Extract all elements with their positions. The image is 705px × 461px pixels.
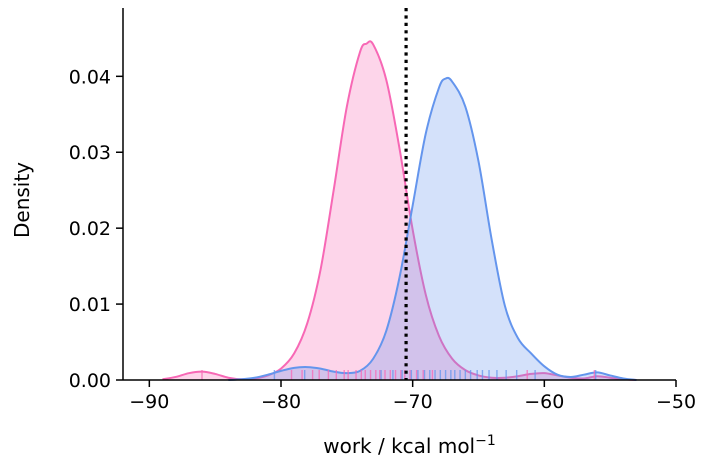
x-tick-label-2: −80 (261, 391, 301, 413)
x-tick-label-1: −90 (129, 391, 169, 413)
y-tick-label-1: 0.00 (69, 370, 111, 392)
y-tick-label-2: 0.01 (69, 294, 111, 316)
ticks: −90 −80 −70 −60 −50 0.00 0.01 0.02 0.03 0.04 (69, 66, 696, 413)
x-tick-label-5: −50 (656, 391, 696, 413)
series-2-area (228, 77, 637, 381)
y-tick-label-5: 0.04 (69, 66, 111, 88)
axes (122, 8, 676, 381)
plot-area (162, 8, 637, 381)
x-axis-label: work / kcal mol−1 (323, 433, 496, 458)
x-axis-label-superscript: −1 (475, 433, 496, 449)
y-axis-label: Density (10, 162, 34, 238)
series-2-line (228, 76, 637, 381)
y-tick-label-4: 0.03 (69, 142, 111, 164)
series-1-area (162, 41, 637, 380)
x-tick-label-4: −60 (524, 391, 564, 413)
x-axis-label-text: work / kcal mol (323, 434, 475, 458)
x-tick-label-3: −70 (393, 391, 433, 413)
y-tick-label-3: 0.02 (69, 218, 111, 240)
